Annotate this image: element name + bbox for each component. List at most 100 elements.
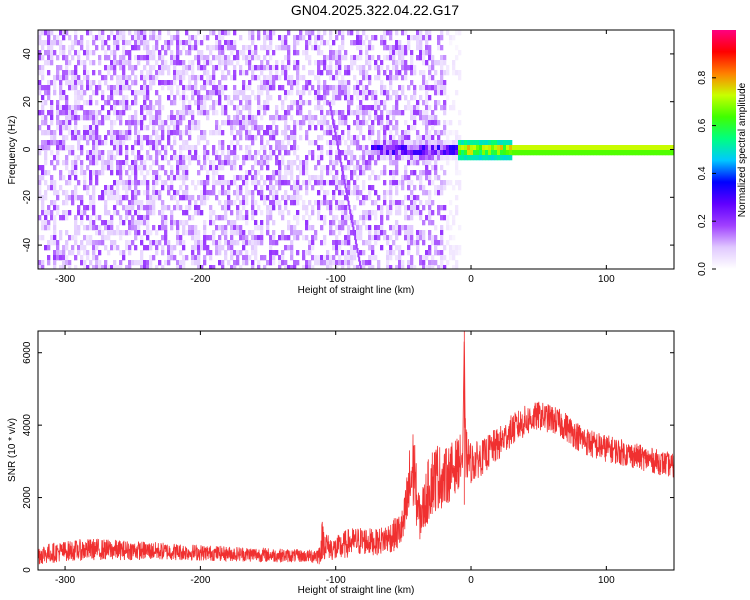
spectrogram-cell — [194, 40, 198, 46]
spectrogram-cell — [104, 185, 108, 191]
spectrogram-cell — [269, 130, 273, 136]
spectrogram-cell — [182, 110, 186, 116]
spectrogram-cell — [482, 140, 486, 146]
spectrogram-cell — [464, 145, 468, 151]
spectrogram-cell — [389, 135, 393, 141]
spectrogram-cell — [317, 260, 321, 266]
spectrogram-cell — [380, 170, 384, 176]
spectrogram-cell — [125, 80, 129, 86]
spectrogram-cell — [275, 180, 279, 186]
spectrogram-cell — [62, 105, 66, 111]
spectrogram-cell — [368, 195, 372, 201]
spectrogram-cell — [125, 60, 129, 66]
spectrogram-cell — [455, 30, 459, 36]
spectrogram-cell — [293, 185, 297, 191]
spectrogram-cell — [518, 145, 522, 151]
spectrogram-cell — [266, 140, 270, 146]
spectrogram-cell — [152, 55, 156, 61]
spectrogram-cell — [152, 205, 156, 211]
spectrogram-cell — [425, 90, 429, 96]
spectrogram-cell — [248, 145, 252, 151]
spectrogram-cell — [347, 135, 351, 141]
spectrogram-cell — [443, 85, 447, 91]
spectrogram-cell — [410, 110, 414, 116]
spectrogram-cell — [440, 35, 444, 41]
spectrogram-cell — [404, 210, 408, 216]
spectrogram-cell — [335, 205, 339, 211]
spectrogram-streak — [331, 114, 334, 120]
spectrogram-cell — [41, 115, 45, 121]
spectrogram-cell — [350, 175, 354, 181]
spectrogram-cell — [251, 215, 255, 221]
spectrogram-cell — [50, 210, 54, 216]
spectrogram-cell — [344, 260, 348, 266]
spectrogram-cell — [143, 80, 147, 86]
spectrogram-cell — [356, 145, 360, 151]
spectrogram-cell — [239, 70, 243, 76]
spectrogram-cell — [53, 220, 57, 226]
spectrogram-cell — [56, 205, 60, 211]
spectrogram-cell — [212, 220, 216, 226]
spectrogram-cell — [68, 260, 72, 266]
spectrogram-cell — [242, 120, 246, 126]
spectrogram-cell — [209, 130, 213, 136]
spectrogram-cell — [68, 150, 72, 156]
spectrogram-cell — [227, 160, 231, 166]
spectrogram-cell — [209, 45, 213, 51]
spectrogram-cell — [38, 110, 42, 116]
spectrogram-cell — [332, 220, 336, 226]
spectrogram-streak — [358, 256, 361, 262]
spectrogram-cell — [365, 75, 369, 81]
spectrogram-cell — [182, 195, 186, 201]
spectrogram-cell — [86, 185, 90, 191]
spectrogram-cell — [668, 150, 672, 156]
spectrogram-cell — [269, 85, 273, 91]
spectrogram-cell — [242, 205, 246, 211]
spectrogram-cell — [47, 30, 51, 36]
spectrogram-cell — [428, 245, 432, 251]
spectrogram-cell — [449, 225, 453, 231]
spectrogram-cell — [155, 40, 159, 46]
spectrogram-cell — [83, 60, 87, 66]
spectrogram-cell — [287, 220, 291, 226]
spectrogram-cell — [242, 180, 246, 186]
spectrogram-cell — [119, 130, 123, 136]
spectrogram-cell — [179, 165, 183, 171]
spectrogram-cell — [437, 190, 441, 196]
spectrogram-cell — [38, 30, 42, 36]
spectrogram-cell — [317, 210, 321, 216]
spectrogram-cell — [323, 40, 327, 46]
spectrogram-cell — [125, 245, 129, 251]
spectrogram-cell — [275, 140, 279, 146]
spectrogram-cell — [353, 190, 357, 196]
spectrogram-cell — [389, 250, 393, 256]
spectrogram-cell — [260, 70, 264, 76]
spectrogram-cell — [293, 140, 297, 146]
spectrogram-cell — [341, 220, 345, 226]
spectrogram-cell — [380, 65, 384, 71]
spectrogram-cell — [179, 145, 183, 151]
spectrogram-cell — [197, 155, 201, 161]
spectrogram-cell — [62, 45, 66, 51]
spectrogram-cell — [41, 195, 45, 201]
spectrogram-cell — [314, 255, 318, 261]
spectrogram-cell — [254, 200, 258, 206]
spectrogram-cell — [356, 125, 360, 131]
spectrogram-cell — [314, 90, 318, 96]
spectrogram-cell — [158, 65, 162, 71]
spectrogram-cell — [383, 200, 387, 206]
spectrogram-cell — [128, 165, 132, 171]
spectrogram-cell — [182, 170, 186, 176]
spectrogram-cell — [251, 50, 255, 56]
spectrogram-cell — [437, 145, 441, 151]
spectrogram-cell — [266, 65, 270, 71]
spectrogram-cell — [74, 35, 78, 41]
spectrogram-cell — [185, 155, 189, 161]
spectrogram-cell — [101, 95, 105, 101]
spectrogram-cell — [233, 145, 237, 151]
spectrogram-cell — [224, 210, 228, 216]
spectrogram-cell — [140, 260, 144, 266]
spectrogram-cell — [338, 60, 342, 66]
spectrogram-cell — [134, 135, 138, 141]
spectrogram-cell — [311, 115, 315, 121]
